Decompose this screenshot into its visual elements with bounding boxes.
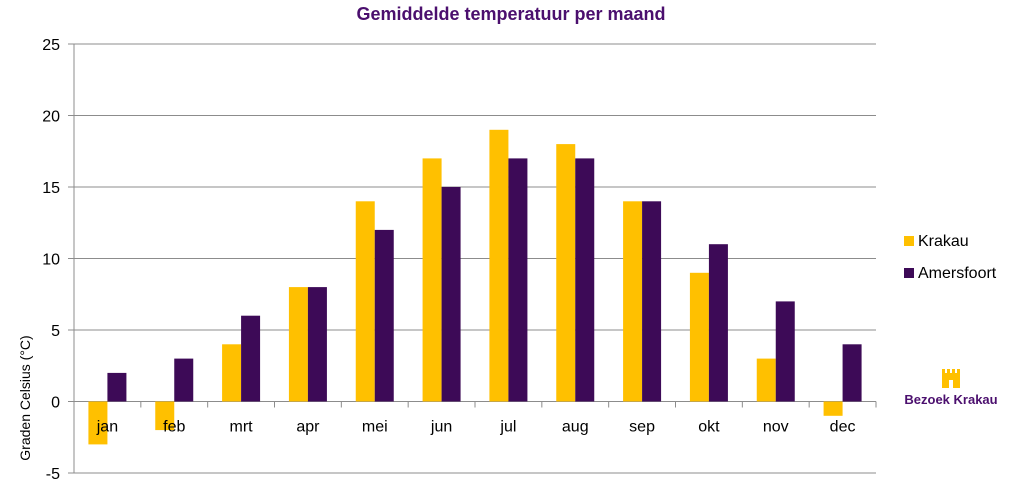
bar-amersfoort-jan <box>107 372 127 402</box>
y-tick-label: 10 <box>42 252 60 269</box>
x-tick-label: jan <box>96 419 118 436</box>
castle-merlon <box>957 369 960 373</box>
bar-amersfoort-jul <box>508 158 528 402</box>
bar-krakau-aug <box>556 144 576 402</box>
legend-swatch <box>904 236 914 246</box>
x-tick-label: aug <box>562 419 589 436</box>
bar-krakau-dec <box>823 401 843 416</box>
x-tick-label: nov <box>763 419 789 436</box>
x-tick-label: apr <box>296 419 320 436</box>
y-tick-label: 5 <box>51 323 60 340</box>
bar-krakau-feb <box>155 401 175 431</box>
y-tick-label: 25 <box>42 37 60 54</box>
bar-krakau-jul <box>489 129 509 402</box>
legend-swatch <box>904 268 914 278</box>
bar-amersfoort-okt <box>708 244 728 402</box>
bar-krakau-sep <box>623 201 643 402</box>
x-tick-label: mei <box>362 419 388 436</box>
x-tick-label: sep <box>629 419 655 436</box>
x-tick-label: feb <box>163 419 185 436</box>
legend: Krakau Amersfoort <box>904 233 997 282</box>
axis-layer: -5 0 5 10 15 20 25 jan feb mrt apr mei jun jul aug sep o… <box>42 37 877 483</box>
castle-gate <box>949 380 953 388</box>
bar-amersfoort-feb <box>174 358 194 402</box>
bezoek-krakau-logo: Bezoek Krakau <box>904 369 998 407</box>
castle-merlon <box>952 369 955 373</box>
y-axis-label: Graden Celsius (°C) <box>17 335 33 460</box>
y-tick-label: 20 <box>42 109 60 126</box>
castle-merlon <box>947 369 950 373</box>
bar-krakau-okt <box>689 272 709 402</box>
bar-amersfoort-jun <box>441 187 461 402</box>
bar-amersfoort-aug <box>575 158 595 402</box>
y-tick-label: 15 <box>42 180 60 197</box>
x-tick-label: dec <box>830 419 856 436</box>
x-tick-label: mrt <box>230 419 254 436</box>
bar-krakau-jan <box>88 401 108 445</box>
bar-krakau-mrt <box>222 344 242 402</box>
bar-amersfoort-dec <box>842 344 862 402</box>
bar-amersfoort-nov <box>775 301 795 402</box>
bar-layer <box>88 129 862 445</box>
castle-icon <box>942 369 960 388</box>
logo-text: Bezoek Krakau <box>904 392 997 407</box>
y-tick-label: 0 <box>51 395 60 412</box>
chart-title: Gemiddelde temperatuur per maand <box>356 4 665 24</box>
bar-amersfoort-apr <box>307 287 327 402</box>
legend-label: Amersfoort <box>918 265 997 282</box>
bar-amersfoort-sep <box>642 201 662 402</box>
y-tick-label: -5 <box>46 466 60 483</box>
bar-krakau-nov <box>756 358 776 402</box>
grid-layer <box>68 43 876 474</box>
bar-krakau-mei <box>355 201 375 402</box>
bar-krakau-jun <box>422 158 442 402</box>
x-tick-label: jun <box>430 419 452 436</box>
bar-amersfoort-mei <box>374 229 394 402</box>
x-tick-label: jul <box>499 419 516 436</box>
bar-amersfoort-mrt <box>241 315 261 402</box>
legend-label: Krakau <box>918 233 969 250</box>
x-tick-label: okt <box>698 419 720 436</box>
castle-merlon <box>942 369 945 373</box>
bar-krakau-apr <box>288 287 308 402</box>
